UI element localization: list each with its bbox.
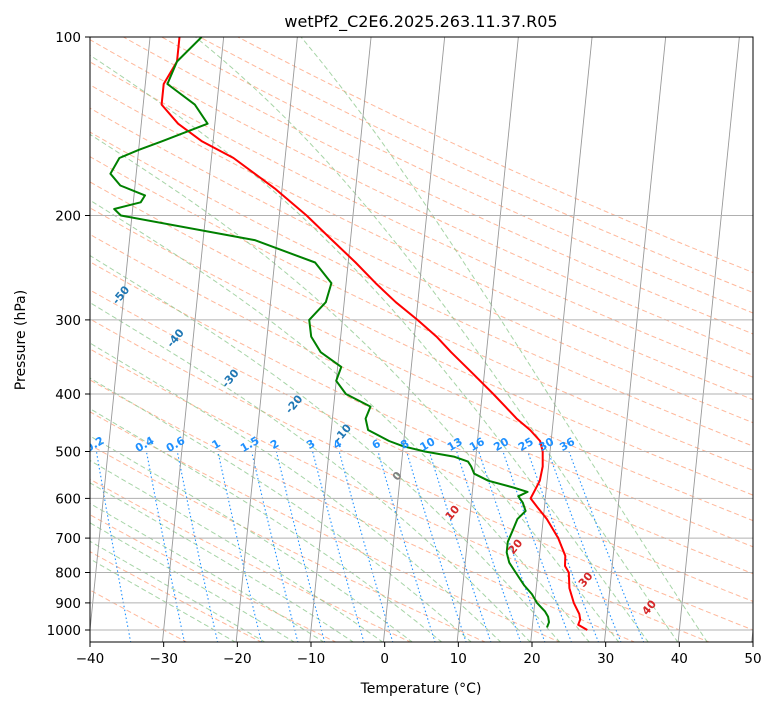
mixing-ratio-line	[478, 451, 546, 642]
moist-adiabat	[90, 482, 354, 642]
mixing-ratio-line	[176, 451, 219, 642]
moist-adiabat	[90, 255, 561, 642]
x-tick-label: 0	[380, 651, 389, 667]
isotherm	[162, 37, 225, 642]
dry-adiabat	[90, 131, 753, 447]
y-tick-label: 200	[55, 209, 81, 225]
plot-frame	[89, 36, 754, 643]
mixing-ratio-line	[428, 451, 492, 642]
dry-adiabat	[90, 261, 753, 575]
y-tick-label: 100	[55, 30, 81, 46]
y-tick-label: 900	[55, 596, 81, 612]
dry-adiabat	[90, 84, 753, 401]
x-tick-label: −30	[149, 651, 178, 667]
dewpoint-line	[109, 37, 550, 628]
isotherm	[530, 37, 593, 642]
x-tick-label: −40	[76, 651, 105, 667]
x-tick-label: 30	[597, 651, 614, 667]
y-axis-label: Pressure (hPa)	[13, 290, 29, 390]
moist-adiabat	[90, 502, 325, 642]
mixing-ratio-line	[312, 451, 365, 642]
mixing-ratio-line	[406, 451, 467, 642]
isotherm	[677, 37, 740, 642]
x-tick-label: 20	[523, 651, 540, 667]
dry-adiabat	[90, 39, 753, 356]
mixing-ratio-line	[547, 451, 622, 642]
moist-adiabat	[90, 54, 649, 642]
x-tick-label: 10	[450, 651, 467, 667]
dry-adiabat	[90, 61, 753, 378]
x-axis-label: Temperature (°C)	[360, 681, 482, 697]
dry-adiabat	[90, 156, 753, 471]
chart-title: wetPf2_C2E6.2025.263.11.37.R05	[284, 12, 557, 32]
dry-adiabat	[90, 444, 487, 642]
x-tick-label: 50	[744, 651, 761, 667]
dry-adiabat	[90, 107, 753, 424]
moist-adiabat	[90, 435, 413, 642]
mixing-ratio-line	[275, 451, 326, 642]
dry-adiabat	[90, 411, 561, 642]
dry-adiabat	[90, 551, 263, 642]
y-tick-label: 600	[55, 491, 81, 507]
moist-adiabat	[90, 377, 472, 642]
x-tick-label: −20	[223, 651, 252, 667]
dry-adiabat	[90, 589, 188, 642]
dry-adiabat	[90, 318, 753, 631]
isotherm	[604, 37, 667, 642]
dry-adiabat	[90, 181, 753, 496]
isotherm	[90, 37, 151, 635]
dry-adiabat	[90, 289, 753, 602]
x-tick-label: 40	[671, 651, 688, 667]
moist-adiabat	[90, 558, 237, 642]
dry-adiabat	[90, 233, 753, 548]
moist-adiabat	[90, 522, 295, 642]
y-tick-label: 400	[55, 387, 81, 403]
mixing-ratio-line	[456, 451, 522, 642]
mixing-ratio-line	[251, 451, 299, 642]
isotherm	[235, 37, 298, 642]
y-tick-label: 800	[55, 566, 81, 582]
y-tick-label: 700	[55, 531, 81, 547]
moist-adiabat	[300, 37, 708, 642]
moist-adiabat	[195, 37, 679, 642]
dry-adiabat	[90, 207, 753, 522]
moist-adiabat	[90, 408, 443, 642]
isotherms	[90, 37, 753, 642]
temperature-line	[160, 37, 588, 631]
isotherm	[383, 37, 446, 642]
y-tick-label: 300	[55, 313, 81, 329]
mixing-ratio-line	[502, 451, 572, 642]
moist-adiabat	[90, 342, 502, 642]
moist-adiabat	[90, 459, 384, 642]
isobars	[90, 37, 753, 631]
moist-adiabats	[90, 37, 708, 642]
moist-adiabat	[90, 540, 266, 642]
mixing-ratio-line	[217, 451, 262, 642]
profile-series	[109, 37, 588, 631]
axes: −40 −30 −20 −10 0 10 20 30 40 50 1000 900 800 700 600 5…	[47, 30, 762, 667]
mixing-ratio-line	[377, 451, 436, 642]
isotherm	[456, 37, 519, 642]
y-tick-label: 500	[55, 445, 81, 461]
moist-adiabat	[90, 199, 590, 642]
mixing-ratio-line	[145, 451, 185, 642]
mixing-ratio-line	[527, 451, 599, 642]
moist-adiabat	[90, 302, 531, 642]
isotherm	[309, 37, 372, 642]
y-tick-label: 1000	[47, 623, 81, 639]
x-tick-label: −10	[297, 651, 326, 667]
